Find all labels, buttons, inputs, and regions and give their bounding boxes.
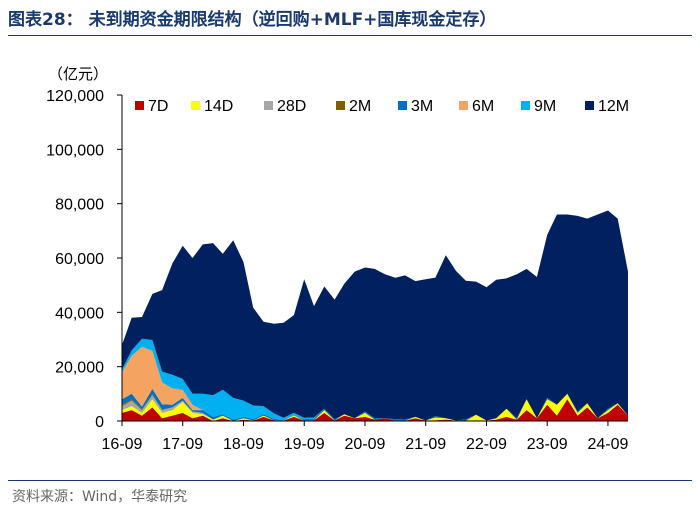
- legend-swatch: [398, 101, 407, 110]
- legend-swatch: [585, 101, 594, 110]
- x-tick-label: 19-09: [284, 436, 325, 453]
- source-note: 资料来源：Wind，华泰研究: [12, 489, 188, 505]
- legend-label: 2M: [349, 98, 371, 115]
- legend-item-3m: 3M: [398, 98, 433, 115]
- x-tick-label: 20-09: [345, 436, 386, 453]
- y-tick-label: 20,000: [55, 360, 104, 377]
- x-tick-label: 23-09: [527, 436, 568, 453]
- legend-label: 3M: [411, 98, 433, 115]
- legend-label: 7D: [148, 98, 168, 115]
- axes: 0 20,000 40,000 60,000 80,000 100,000 120,000 1…: [46, 88, 628, 453]
- x-tick-label: 18-09: [223, 436, 264, 453]
- y-tick-label: 100,000: [46, 142, 104, 159]
- legend-swatch: [264, 101, 273, 110]
- x-tick-label: 16-09: [102, 436, 143, 453]
- legend-swatch: [191, 101, 200, 110]
- figure-title: 图表28： 未到期资金期限结构（逆回购+MLF+国库现金定存）: [8, 10, 497, 30]
- y-tick-label: 0: [95, 414, 104, 431]
- area-series-14d: [122, 393, 628, 421]
- footer-divider: [8, 480, 692, 481]
- x-tick-label: 17-09: [162, 436, 203, 453]
- y-tick-label: 60,000: [55, 251, 104, 268]
- legend-item-2m: 2M: [336, 98, 371, 115]
- legend-item-7d: 7D: [135, 98, 168, 115]
- legend-item-6m: 6M: [459, 98, 494, 115]
- legend-swatch: [135, 101, 144, 110]
- x-tick-label: 22-09: [466, 436, 507, 453]
- plot-area: [122, 210, 628, 421]
- x-tick-label: 24-09: [587, 436, 628, 453]
- title-divider: [8, 35, 692, 36]
- legend-label: 12M: [598, 98, 629, 115]
- y-tick-label: 40,000: [55, 305, 104, 322]
- y-axis-unit-label: （亿元）: [48, 66, 108, 83]
- legend-label: 28D: [277, 98, 306, 115]
- legend-swatch: [459, 101, 468, 110]
- x-tick-label: 21-09: [405, 436, 446, 453]
- legend-swatch: [521, 101, 530, 110]
- legend-label: 9M: [534, 98, 556, 115]
- area-series-12m: [122, 210, 628, 421]
- legend: 7D 14D 28D 2M 3M 6M 9M 12M: [135, 98, 629, 115]
- legend-item-12m: 12M: [585, 98, 629, 115]
- area-series-7d: [122, 399, 628, 421]
- legend-item-9m: 9M: [521, 98, 556, 115]
- legend-swatch: [336, 101, 345, 110]
- y-tick-label: 80,000: [55, 197, 104, 214]
- legend-label: 6M: [472, 98, 494, 115]
- y-tick-label: 120,000: [46, 88, 104, 105]
- legend-label: 14D: [204, 98, 233, 115]
- legend-item-14d: 14D: [191, 98, 233, 115]
- legend-item-28d: 28D: [264, 98, 306, 115]
